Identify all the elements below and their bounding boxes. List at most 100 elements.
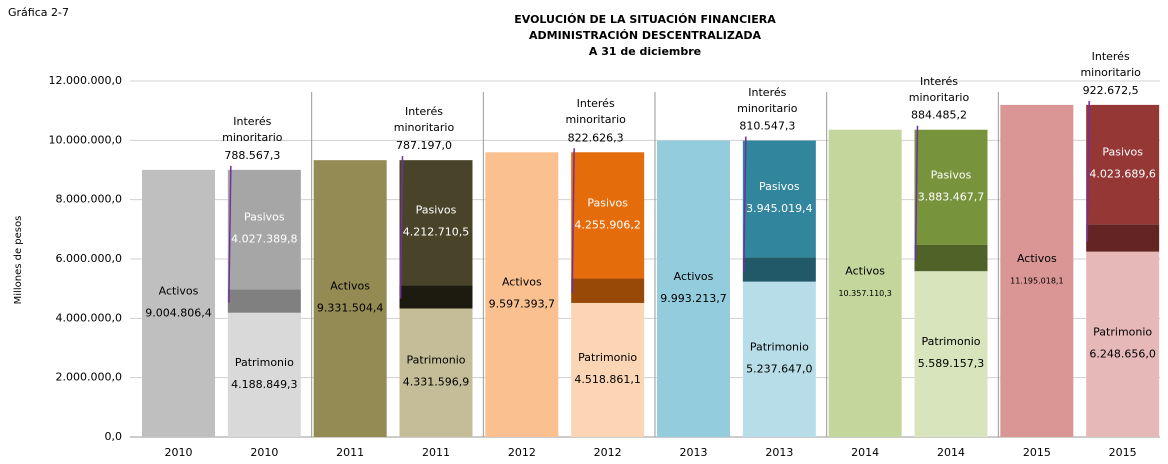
data-label: 4.188.849,3 bbox=[231, 378, 297, 391]
y-tick-label: 12.000.000,0 bbox=[49, 74, 122, 87]
y-tick-label: 4.000.000,0 bbox=[56, 311, 122, 324]
segment-name-wrap: Interés minoritario bbox=[1080, 49, 1141, 79]
bar-segment bbox=[399, 285, 473, 309]
bar-segment bbox=[914, 129, 988, 245]
segment-name: Pasivos bbox=[931, 168, 972, 181]
x-tick-label: 2014 bbox=[937, 446, 965, 459]
data-label: 884.485,2 bbox=[911, 109, 967, 122]
data-label: 9.993.213,7 bbox=[660, 292, 726, 305]
data-label: 4.212.710,5 bbox=[403, 226, 469, 239]
data-label: 4.255.906,2 bbox=[574, 218, 640, 231]
chart-title: EVOLUCIÓN DE LA SITUACIÓN FINANCIERA bbox=[514, 13, 776, 26]
segment-name: Interés minoritario bbox=[222, 114, 283, 144]
data-label: 4.518.861,1 bbox=[574, 373, 640, 386]
bar-segment bbox=[227, 312, 301, 437]
bar-segment bbox=[914, 271, 988, 437]
data-label: 810.547,3 bbox=[739, 120, 795, 133]
segment-name: Pasivos bbox=[587, 196, 628, 209]
segment-name: Pasivos bbox=[416, 204, 457, 217]
x-tick-label: 2013 bbox=[765, 446, 793, 459]
data-label: 5.589.157,3 bbox=[918, 357, 984, 370]
segment-name: Activos bbox=[674, 270, 714, 283]
bar-segment bbox=[828, 129, 902, 437]
segment-name: Activos bbox=[845, 264, 885, 277]
data-label: 11.195.018,1 bbox=[1010, 276, 1063, 285]
data-label: 787.197,0 bbox=[396, 139, 452, 152]
bar-segment bbox=[142, 169, 215, 437]
segment-name: Patrimonio bbox=[922, 335, 981, 348]
data-label: 3.883.467,7 bbox=[918, 190, 984, 203]
segment-name: Interés minoritario bbox=[908, 74, 970, 104]
bar-segment bbox=[1000, 104, 1074, 437]
y-tick-label: 8.000.000,0 bbox=[56, 193, 122, 206]
segment-name-wrap: Interés minoritario bbox=[908, 74, 970, 104]
segment-name-wrap: Interés minoritario bbox=[393, 105, 455, 135]
data-label: 3.945.019,4 bbox=[746, 202, 812, 215]
x-tick-label: 2011 bbox=[422, 446, 450, 459]
bar-segment bbox=[1086, 224, 1160, 252]
segment-name-wrap: Interés minoritario bbox=[565, 97, 625, 126]
y-tick-label: 10.000.000,0 bbox=[49, 133, 122, 146]
leader-line bbox=[571, 148, 575, 293]
segment-name-wrap: Interés minoritario bbox=[222, 114, 283, 144]
x-tick-label: 2012 bbox=[594, 446, 622, 459]
data-label: 4.027.389,8 bbox=[231, 233, 297, 246]
leader-line bbox=[1086, 100, 1090, 242]
segment-name: Pasivos bbox=[244, 211, 285, 224]
segment-name: Patrimonio bbox=[750, 340, 809, 353]
y-tick-label: 0,0 bbox=[105, 430, 123, 443]
segment-name: Patrimonio bbox=[407, 354, 466, 367]
x-tick-label: 2015 bbox=[1109, 446, 1137, 459]
bar-segment bbox=[485, 152, 559, 437]
y-axis-label: Millones de pesos bbox=[13, 216, 24, 305]
figure-label: Gráfica 2-7 bbox=[8, 6, 69, 19]
bar-segment bbox=[313, 160, 387, 437]
data-label: 10.357.110,3 bbox=[838, 289, 891, 298]
y-tick-label: 2.000.000,0 bbox=[56, 371, 122, 384]
bar-segment bbox=[742, 140, 816, 258]
data-label: 6.248.656,0 bbox=[1089, 347, 1155, 360]
data-label: 9.004.806,4 bbox=[145, 306, 211, 319]
segment-name: Patrimonio bbox=[235, 356, 294, 369]
data-label: 822.626,3 bbox=[568, 131, 624, 144]
data-label: 788.567,3 bbox=[224, 149, 280, 162]
x-tick-label: 2012 bbox=[508, 446, 536, 459]
bar-segment bbox=[227, 289, 301, 313]
x-tick-label: 2010 bbox=[250, 446, 278, 459]
segment-name: Activos bbox=[330, 280, 370, 293]
leader-line bbox=[743, 136, 747, 272]
bar-segment bbox=[227, 169, 301, 290]
segment-name: Pasivos bbox=[1102, 146, 1143, 159]
bar-segment bbox=[571, 302, 645, 437]
data-label: 4.023.689,6 bbox=[1089, 168, 1155, 181]
segment-name: Interés minoritario bbox=[393, 105, 455, 135]
data-label: 4.331.596,9 bbox=[403, 376, 469, 389]
bar-segment bbox=[399, 308, 473, 437]
segment-name: Interés minoritario bbox=[1080, 49, 1141, 79]
segment-name: Patrimonio bbox=[1093, 325, 1152, 338]
y-tick-label: 6.000.000,0 bbox=[56, 252, 122, 265]
segment-name: Interés minoritario bbox=[737, 85, 798, 115]
leader-line bbox=[399, 156, 404, 299]
bar-segment bbox=[1086, 104, 1160, 225]
leader-line bbox=[914, 125, 919, 262]
chart-title: ADMINISTRACIÓN DESCENTRALIZADA bbox=[529, 29, 762, 42]
x-tick-label: 2015 bbox=[1023, 446, 1051, 459]
chart-title: A 31 de diciembre bbox=[589, 45, 701, 58]
data-label: 5.237.647,0 bbox=[746, 362, 812, 375]
bar-segment bbox=[742, 281, 816, 437]
segment-name-wrap: Interés minoritario bbox=[737, 85, 798, 115]
x-tick-label: 2014 bbox=[851, 446, 879, 459]
bar-segment bbox=[657, 140, 730, 437]
x-tick-label: 2013 bbox=[680, 446, 708, 459]
bar-segment bbox=[914, 244, 988, 272]
data-label: 9.597.393,7 bbox=[489, 298, 555, 311]
x-tick-label: 2010 bbox=[165, 446, 193, 459]
segment-name: Pasivos bbox=[759, 180, 800, 193]
segment-name: Activos bbox=[159, 284, 199, 297]
bar-segment bbox=[571, 152, 645, 279]
data-label: 922.672,5 bbox=[1083, 84, 1139, 97]
bar-segment bbox=[1086, 251, 1160, 437]
segment-name: Patrimonio bbox=[578, 351, 637, 364]
segment-name: Activos bbox=[1017, 252, 1057, 265]
